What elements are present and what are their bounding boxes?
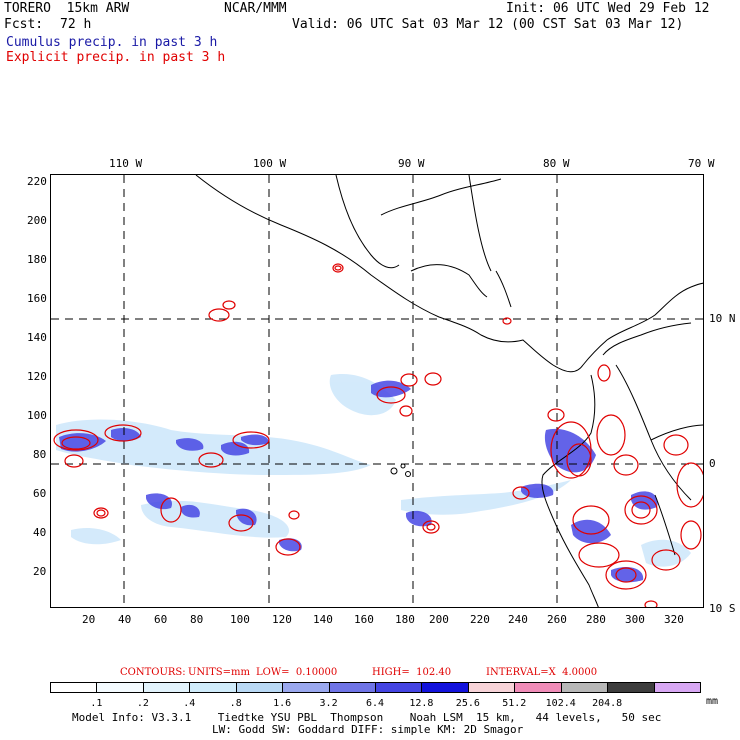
colorbar-swatch — [96, 682, 144, 693]
bottom-x-label: 140 — [313, 613, 333, 626]
colorbar-swatch — [50, 682, 98, 693]
left-y-label: 80 — [33, 448, 47, 461]
colorbar-label: .1 — [90, 698, 103, 709]
organization: NCAR/MMM — [224, 1, 287, 16]
bottom-x-label: 240 — [508, 613, 528, 626]
explicit-precip-contours — [53, 263, 703, 607]
contours-interval: INTERVAL=X 4.0000 — [486, 667, 598, 678]
precip-map — [50, 174, 704, 608]
colorbar-swatch — [514, 682, 562, 693]
physics-info-line: LW: Godd SW: Goddard DIFF: simple KM: 2D… — [212, 723, 524, 736]
right-lat-label: 10 S — [709, 602, 736, 615]
top-lon-label: 70 W — [688, 157, 715, 170]
colorbar-label: 12.8 — [409, 698, 434, 709]
colorbar-swatch — [375, 682, 423, 693]
colorbar-label: 25.6 — [455, 698, 480, 709]
right-lat-label: 0 — [709, 457, 716, 470]
bottom-x-label: 200 — [429, 613, 449, 626]
colorbar-swatch — [421, 682, 469, 693]
top-lon-label: 110 W — [109, 157, 143, 170]
left-y-label: 200 — [27, 214, 47, 227]
top-lon-label: 100 W — [253, 157, 287, 170]
bottom-x-label: 60 — [154, 613, 168, 626]
colorbar-label: 51.2 — [502, 698, 527, 709]
bottom-x-label: 160 — [354, 613, 374, 626]
cumulus-legend: Cumulus precip. in past 3 h — [6, 35, 218, 50]
left-y-label: 100 — [27, 409, 47, 422]
contours-label: CONTOURS: — [120, 667, 186, 678]
left-y-label: 220 — [27, 175, 47, 188]
colorbar-unit: mm — [706, 696, 719, 707]
left-y-label: 20 — [33, 565, 47, 578]
lat-lon-grid — [51, 175, 703, 607]
coastlines — [195, 175, 703, 607]
colorbar-swatch — [653, 682, 701, 693]
top-lon-label: 80 W — [543, 157, 570, 170]
colorbar-swatch — [467, 682, 516, 693]
bottom-x-label: 320 — [664, 613, 684, 626]
valid-time: Valid: 06 UTC Sat 03 Mar 12 (00 CST Sat … — [292, 17, 684, 32]
init-time: Init: 06 UTC Wed 29 Feb 12 — [506, 1, 710, 16]
colorbar-swatch — [189, 682, 237, 693]
colorbar-swatch — [235, 682, 284, 693]
right-lat-label: 10 N — [709, 312, 736, 325]
bottom-x-label: 300 — [625, 613, 645, 626]
colorbar-swatch — [560, 682, 609, 693]
bottom-x-label: 20 — [82, 613, 96, 626]
colorbar-label: 204.8 — [592, 698, 623, 709]
left-y-label: 40 — [33, 526, 47, 539]
top-lon-label: 90 W — [398, 157, 425, 170]
colorbar-label: .2 — [136, 698, 149, 709]
left-y-label: 180 — [27, 253, 47, 266]
colorbar-label: 6.4 — [365, 698, 385, 709]
colorbar-label: .4 — [183, 698, 196, 709]
left-y-label: 160 — [27, 292, 47, 305]
colorbar-swatch — [328, 682, 376, 693]
colorbar-label: .8 — [229, 698, 242, 709]
model-name: TORERO 15km ARW — [4, 1, 130, 16]
contours-units: UNITS=mm — [188, 667, 250, 678]
colorbar-swatch — [607, 682, 655, 693]
bottom-x-label: 260 — [547, 613, 567, 626]
colorbar-swatch — [142, 682, 191, 693]
forecast-label: Fcst: — [4, 17, 44, 32]
contours-high: HIGH= 102.40 — [372, 667, 452, 678]
bottom-x-label: 180 — [395, 613, 415, 626]
galapagos-islands — [390, 463, 411, 477]
left-y-label: 120 — [27, 370, 47, 383]
colorbar-swatch — [282, 682, 330, 693]
forecast-hours: 72 h — [60, 17, 92, 32]
colorbar-label: 1.6 — [273, 698, 292, 709]
bottom-x-label: 120 — [272, 613, 292, 626]
left-y-label: 140 — [27, 331, 47, 344]
map-canvas — [51, 175, 703, 607]
explicit-legend: Explicit precip. in past 3 h — [6, 50, 226, 65]
contours-low: LOW= 0.10000 — [256, 667, 338, 678]
bottom-x-label: 280 — [586, 613, 606, 626]
colorbar-label: 3.2 — [319, 698, 338, 709]
bottom-x-label: 220 — [470, 613, 490, 626]
bottom-x-label: 80 — [190, 613, 204, 626]
left-y-label: 60 — [33, 487, 47, 500]
cumulus-heavy-shading — [59, 380, 658, 583]
colorbar-label: 102.4 — [545, 698, 576, 709]
model-info-line: Model Info: V3.3.1 Tiedtke YSU PBL Thomp… — [72, 711, 662, 724]
bottom-x-label: 100 — [230, 613, 250, 626]
bottom-x-label: 40 — [118, 613, 132, 626]
